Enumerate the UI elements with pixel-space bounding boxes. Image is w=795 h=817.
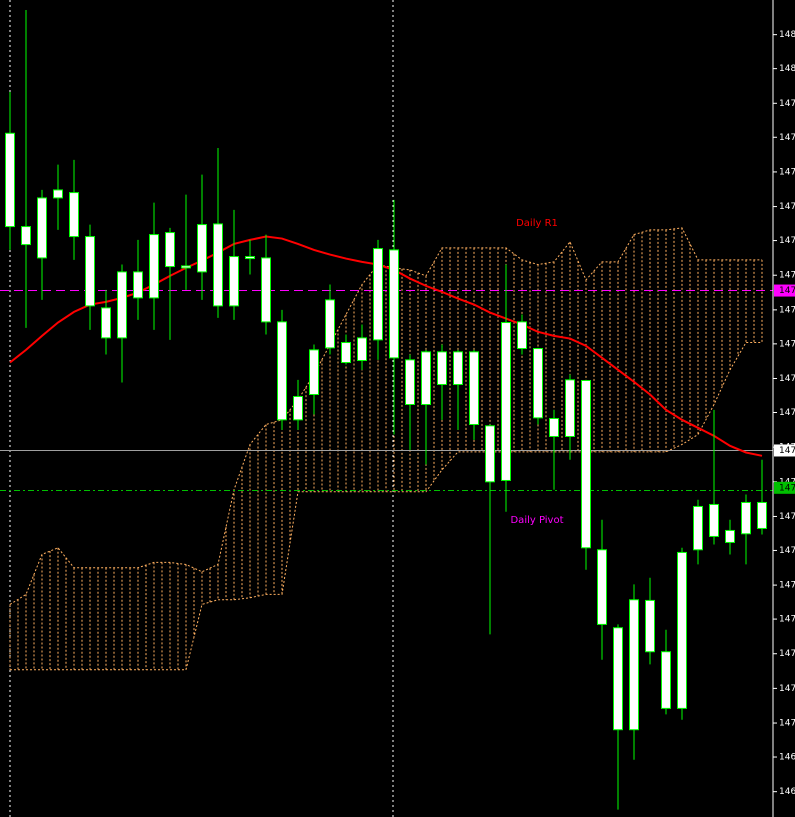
- candle-body: [501, 322, 511, 481]
- price-label: 147.: [779, 286, 795, 296]
- candle-body: [453, 351, 463, 386]
- candle-body: [741, 501, 751, 535]
- candle-body: [245, 256, 255, 260]
- candle-body: [469, 351, 479, 425]
- y-tick-label: 147.: [779, 133, 795, 143]
- price-label: 147.: [779, 446, 795, 456]
- y-tick-label: 147.: [779, 305, 795, 315]
- candle-body: [693, 505, 703, 551]
- candle-body: [549, 417, 559, 437]
- annotation: Daily R1: [516, 218, 558, 229]
- candle-body: [485, 425, 495, 483]
- candle-body: [133, 271, 143, 299]
- y-tick-label: 147.: [779, 408, 795, 418]
- y-tick-label: 147.: [779, 649, 795, 659]
- candle-body: [709, 503, 719, 537]
- candle-body: [597, 549, 607, 625]
- y-tick-label: 147.: [779, 546, 795, 556]
- candle-body: [517, 321, 527, 350]
- price-label: 147.: [779, 483, 795, 493]
- candle-body: [261, 257, 271, 323]
- candle-body: [565, 379, 575, 437]
- candle-body: [21, 226, 31, 246]
- candle-body: [101, 307, 111, 339]
- candle-body: [5, 132, 15, 228]
- y-tick-label: 147.: [779, 615, 795, 625]
- candle-body: [645, 599, 655, 653]
- candle-body: [37, 197, 47, 259]
- candle-body: [725, 529, 735, 543]
- candle-body: [229, 256, 239, 307]
- y-tick-label: 146.: [779, 787, 795, 797]
- candle-body: [69, 192, 79, 238]
- candle-body: [213, 223, 223, 307]
- candle-body: [373, 248, 383, 341]
- candle-body: [165, 232, 175, 268]
- annotation: Daily Pivot: [510, 515, 563, 526]
- candle-body: [181, 265, 191, 269]
- cloud-span: [10, 342, 762, 671]
- y-tick-label: 147.: [779, 202, 795, 212]
- candle-body: [149, 234, 159, 299]
- candle-body: [325, 299, 335, 349]
- candle-body: [197, 224, 207, 273]
- y-tick-label: 147.: [779, 271, 795, 281]
- y-tick-label: 148.: [779, 30, 795, 40]
- candle-body: [629, 599, 639, 731]
- candle-body: [677, 551, 687, 709]
- candle-body: [357, 337, 367, 362]
- price-label-box: [774, 284, 795, 297]
- candle-body: [309, 349, 319, 396]
- y-tick-label: 147.: [779, 719, 795, 729]
- candle-body: [757, 501, 767, 529]
- y-tick-label: 147.: [779, 581, 795, 591]
- candle-body: [405, 359, 415, 406]
- y-tick-label: 147.: [779, 374, 795, 384]
- y-tick-label: 147.: [779, 99, 795, 109]
- candle-body: [581, 380, 591, 549]
- y-tick-label: 146.: [779, 753, 795, 763]
- y-tick-label: 148.: [779, 64, 795, 74]
- candle-body: [293, 396, 303, 421]
- candle-body: [53, 189, 63, 199]
- candle-body: [613, 627, 623, 731]
- candle-body: [389, 249, 399, 359]
- y-tick-label: 147.: [779, 236, 795, 246]
- price-label-box: [774, 444, 795, 457]
- candle-body: [421, 351, 431, 406]
- candle-body: [533, 348, 543, 419]
- y-tick-label: 147.: [779, 339, 795, 349]
- y-tick-label: 147.: [779, 167, 795, 177]
- candle-body: [661, 651, 671, 709]
- candle-body: [437, 351, 447, 386]
- price-label-box: [774, 481, 795, 494]
- y-tick-label: 147.: [779, 684, 795, 694]
- y-tick-label: 147.: [779, 512, 795, 522]
- candle-body: [341, 342, 351, 364]
- candle-body: [85, 236, 95, 307]
- candle-body: [117, 271, 127, 339]
- candle-body: [277, 321, 287, 421]
